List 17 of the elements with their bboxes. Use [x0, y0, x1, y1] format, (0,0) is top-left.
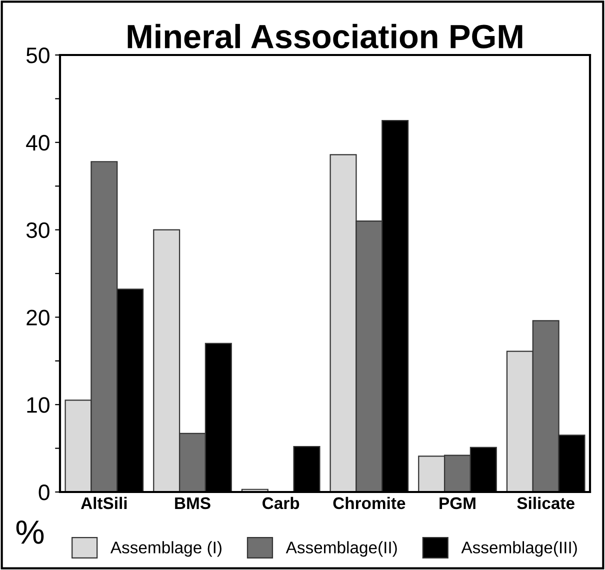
- legend-label: Assemblage(II): [286, 541, 397, 557]
- chart-title: Mineral Association PGM: [128, 24, 522, 48]
- x-tick-label: Carb: [262, 496, 300, 510]
- x-tick-label: PGM: [440, 497, 476, 510]
- y-tick-label: 10: [27, 397, 50, 413]
- y-tick-label: 20: [26, 310, 50, 326]
- legend-label: Assemblage(III): [461, 541, 577, 557]
- y-tick-label: 50: [26, 48, 50, 64]
- y-tick-label: 0: [38, 484, 50, 500]
- y-tick-label: 40: [26, 134, 50, 151]
- x-tick-label: AltSili: [80, 496, 127, 510]
- legend-label: Assemblage (I): [110, 541, 222, 557]
- y-tick-label: 30: [26, 222, 50, 238]
- x-tick-label: Silicate: [517, 496, 574, 510]
- x-tick-label: BMS: [175, 497, 210, 510]
- x-tick-label: Chromite: [333, 496, 406, 510]
- y-axis-title: %: [16, 520, 44, 544]
